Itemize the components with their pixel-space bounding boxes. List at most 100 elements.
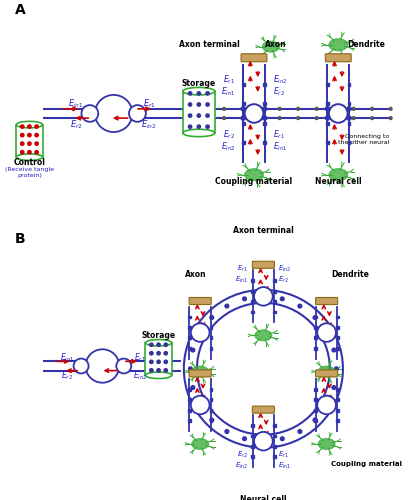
Text: $E_{r1}$: $E_{r1}$ <box>134 352 146 364</box>
FancyBboxPatch shape <box>189 298 211 304</box>
Circle shape <box>150 343 153 346</box>
Circle shape <box>188 92 192 95</box>
Circle shape <box>116 358 131 374</box>
Bar <box>251 300 254 303</box>
Circle shape <box>206 125 209 128</box>
Circle shape <box>389 116 392 119</box>
Circle shape <box>81 105 98 122</box>
Text: Coupling material: Coupling material <box>331 462 402 468</box>
Circle shape <box>210 316 214 320</box>
Circle shape <box>95 95 132 132</box>
Circle shape <box>371 108 374 110</box>
Bar <box>315 326 317 329</box>
Circle shape <box>325 403 329 407</box>
Circle shape <box>298 304 302 308</box>
Bar <box>251 434 254 438</box>
Bar <box>210 419 212 422</box>
Circle shape <box>298 430 302 434</box>
Ellipse shape <box>192 366 209 377</box>
Bar <box>16 124 42 157</box>
Text: $E_{r1}$: $E_{r1}$ <box>278 450 289 460</box>
Circle shape <box>150 368 153 372</box>
Circle shape <box>150 352 153 355</box>
Circle shape <box>313 418 317 422</box>
Bar <box>315 409 317 412</box>
Text: $E_{in1}$: $E_{in1}$ <box>273 140 287 153</box>
Bar <box>273 290 276 292</box>
Bar <box>336 388 339 391</box>
Ellipse shape <box>183 88 215 95</box>
Bar <box>188 347 191 350</box>
FancyBboxPatch shape <box>315 370 338 377</box>
Circle shape <box>225 430 229 434</box>
Circle shape <box>206 103 209 106</box>
Circle shape <box>157 352 160 355</box>
Ellipse shape <box>318 366 335 377</box>
Circle shape <box>206 114 209 117</box>
Text: $E_{in1}$: $E_{in1}$ <box>235 274 249 285</box>
Bar <box>264 83 266 86</box>
Circle shape <box>297 108 300 110</box>
Circle shape <box>297 116 300 119</box>
Circle shape <box>263 116 267 120</box>
Circle shape <box>188 103 192 106</box>
Bar <box>315 336 317 339</box>
FancyBboxPatch shape <box>252 406 274 413</box>
Circle shape <box>263 107 267 111</box>
Circle shape <box>260 108 263 110</box>
Circle shape <box>261 440 265 443</box>
Bar <box>348 141 350 144</box>
Circle shape <box>243 297 247 300</box>
Text: Axon: Axon <box>265 40 287 48</box>
Circle shape <box>188 125 192 128</box>
Circle shape <box>20 142 24 146</box>
Bar <box>273 445 276 448</box>
Text: $E_{r2}$: $E_{r2}$ <box>70 118 83 131</box>
Circle shape <box>261 294 265 298</box>
Bar <box>315 347 317 350</box>
Bar <box>336 326 339 329</box>
Circle shape <box>35 150 38 154</box>
Circle shape <box>325 330 329 334</box>
Text: $E_{in2}$: $E_{in2}$ <box>278 264 292 274</box>
Circle shape <box>157 343 160 346</box>
Bar <box>273 310 276 314</box>
Circle shape <box>28 150 31 154</box>
Bar <box>251 445 254 448</box>
Text: Connecting to
the other neural: Connecting to the other neural <box>338 134 390 144</box>
Circle shape <box>197 103 200 106</box>
Circle shape <box>347 116 351 120</box>
Circle shape <box>241 116 244 119</box>
Bar <box>188 326 191 329</box>
Circle shape <box>315 108 318 110</box>
Circle shape <box>278 108 281 110</box>
Circle shape <box>206 92 209 95</box>
Bar <box>210 326 212 329</box>
Text: $E_{r2}$: $E_{r2}$ <box>278 274 289 285</box>
Bar <box>188 316 191 318</box>
Text: $E_{in2}$: $E_{in2}$ <box>132 370 147 382</box>
Bar <box>210 409 212 412</box>
Text: $E_{r1}$: $E_{r1}$ <box>143 98 156 110</box>
Text: $E_{in2}$: $E_{in2}$ <box>221 140 235 153</box>
Circle shape <box>278 116 281 119</box>
Bar <box>188 398 191 401</box>
Circle shape <box>197 125 200 128</box>
Circle shape <box>334 367 338 370</box>
Bar <box>326 83 329 86</box>
Text: $E_{in1}$: $E_{in1}$ <box>68 98 84 110</box>
Ellipse shape <box>329 168 348 181</box>
Circle shape <box>329 104 348 123</box>
Text: $E_{in1}$: $E_{in1}$ <box>278 461 292 471</box>
Circle shape <box>188 367 192 370</box>
Bar <box>188 336 191 339</box>
Ellipse shape <box>183 130 215 136</box>
Circle shape <box>313 316 317 320</box>
Circle shape <box>28 125 31 128</box>
Text: $E_{in2}$: $E_{in2}$ <box>142 118 157 131</box>
Circle shape <box>157 360 160 364</box>
Text: B: B <box>15 232 25 246</box>
Circle shape <box>191 396 210 414</box>
Circle shape <box>317 324 336 342</box>
FancyBboxPatch shape <box>252 262 274 268</box>
